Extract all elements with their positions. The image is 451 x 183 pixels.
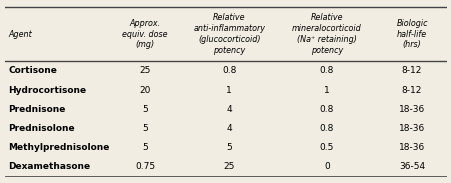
Text: Relative
anti-inflammatory
(glucocorticoid)
potency: Relative anti-inflammatory (glucocortico… xyxy=(193,14,265,55)
Text: Hydrocortisone: Hydrocortisone xyxy=(8,86,86,95)
Text: 25: 25 xyxy=(139,66,151,75)
Text: 5: 5 xyxy=(142,143,148,152)
Text: 0.8: 0.8 xyxy=(319,66,333,75)
Text: 0: 0 xyxy=(323,162,329,171)
Text: 4: 4 xyxy=(226,105,232,114)
Text: 20: 20 xyxy=(139,86,151,95)
Text: 0.8: 0.8 xyxy=(319,105,333,114)
Text: 5: 5 xyxy=(226,143,232,152)
Text: Methylprednisolone: Methylprednisolone xyxy=(8,143,109,152)
Text: Prednisolone: Prednisolone xyxy=(8,124,74,133)
Text: 5: 5 xyxy=(142,124,148,133)
Text: Agent: Agent xyxy=(8,30,32,39)
Text: 0.75: 0.75 xyxy=(135,162,155,171)
Text: 4: 4 xyxy=(226,124,232,133)
Text: Dexamethasone: Dexamethasone xyxy=(8,162,90,171)
Text: Cortisone: Cortisone xyxy=(8,66,57,75)
Text: 18-36: 18-36 xyxy=(398,124,424,133)
Text: 0.5: 0.5 xyxy=(319,143,333,152)
Text: 8-12: 8-12 xyxy=(401,86,421,95)
Text: Biologic
half-life
(hrs): Biologic half-life (hrs) xyxy=(396,19,427,49)
Text: 1: 1 xyxy=(323,86,329,95)
Text: 1: 1 xyxy=(226,86,232,95)
Text: 18-36: 18-36 xyxy=(398,105,424,114)
Text: 5: 5 xyxy=(142,105,148,114)
Text: 18-36: 18-36 xyxy=(398,143,424,152)
Text: 25: 25 xyxy=(223,162,235,171)
Text: Approx.
equiv. dose
(mg): Approx. equiv. dose (mg) xyxy=(122,19,167,49)
Text: 8-12: 8-12 xyxy=(401,66,421,75)
Text: 0.8: 0.8 xyxy=(319,124,333,133)
Text: Relative
mineralocorticoid
(Na⁺ retaining)
potency: Relative mineralocorticoid (Na⁺ retainin… xyxy=(291,14,361,55)
Text: 36-54: 36-54 xyxy=(398,162,424,171)
Text: Prednisone: Prednisone xyxy=(8,105,65,114)
Text: 0.8: 0.8 xyxy=(221,66,236,75)
